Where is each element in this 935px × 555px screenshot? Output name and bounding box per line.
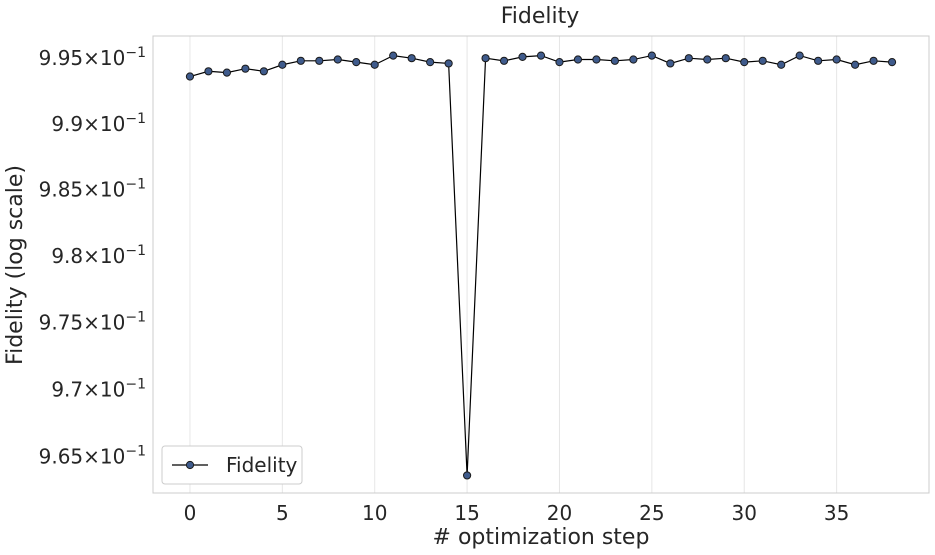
y-tick-label: 9.9×10−1 xyxy=(51,111,146,136)
y-tick-exponent: −1 xyxy=(125,376,146,392)
x-tick-label: 0 xyxy=(184,501,197,525)
y-tick-times: × xyxy=(83,310,100,334)
data-point xyxy=(315,56,324,65)
x-tick-label: 20 xyxy=(547,501,572,525)
y-tick-label: 9.65×10−1 xyxy=(39,444,146,469)
series-fidelity xyxy=(185,51,897,480)
series-line xyxy=(189,54,893,476)
data-point xyxy=(370,60,379,69)
data-point xyxy=(499,56,509,65)
y-tick-exponent: −1 xyxy=(125,243,146,259)
y-tick-mantissa: 9.9 xyxy=(51,112,83,136)
y-tick-times: × xyxy=(83,46,100,70)
y-tick-mantissa: 9.75 xyxy=(39,310,84,334)
data-point xyxy=(444,59,453,68)
data-point xyxy=(426,58,435,67)
data-point xyxy=(278,60,287,69)
y-tick-exponent: −1 xyxy=(125,177,146,193)
grid-lines xyxy=(189,36,838,493)
y-tick-times: × xyxy=(83,445,100,469)
chart-title: Fidelity xyxy=(501,4,580,29)
data-point xyxy=(814,56,823,65)
y-tick-mantissa: 9.85 xyxy=(39,178,84,202)
x-axis-title: # optimization step xyxy=(433,525,650,550)
y-tick-times: × xyxy=(83,112,100,136)
x-tick-label: 15 xyxy=(454,501,479,525)
legend-marker-swatch xyxy=(185,460,195,470)
y-tick-exponent: −1 xyxy=(125,309,146,325)
x-tick-label: 35 xyxy=(824,501,849,525)
data-point xyxy=(518,52,527,62)
y-tick-base: 10 xyxy=(100,445,125,469)
y-tick-label: 9.7×10−1 xyxy=(51,376,146,401)
x-tick-label: 5 xyxy=(276,501,289,525)
data-point xyxy=(869,56,878,65)
x-tick-labels: 0 5 10 15 20 25 30 35 xyxy=(184,501,850,525)
y-tick-label: 9.85×10−1 xyxy=(39,177,146,202)
y-tick-label: 9.8×10−1 xyxy=(51,243,146,268)
data-point xyxy=(647,51,656,60)
y-tick-label: 9.75×10−1 xyxy=(39,309,146,334)
y-tick-times: × xyxy=(83,178,100,202)
legend-box xyxy=(161,445,303,485)
data-point xyxy=(573,55,583,64)
data-point xyxy=(666,59,675,68)
y-tick-labels: 9.65×10−19.7×10−19.75×10−19.8×10−19.85×1… xyxy=(39,45,146,468)
data-point xyxy=(684,54,693,63)
data-point xyxy=(610,56,620,65)
data-point xyxy=(758,56,767,65)
data-point xyxy=(407,54,416,63)
y-tick-base: 10 xyxy=(100,46,125,70)
data-point xyxy=(851,60,860,69)
data-point xyxy=(185,72,195,81)
data-point xyxy=(222,68,231,77)
y-tick-base: 10 xyxy=(100,244,125,268)
y-axis-title: Fidelity (log scale) xyxy=(3,165,28,365)
x-tick-label: 30 xyxy=(732,501,757,525)
data-point xyxy=(259,67,268,76)
data-point xyxy=(795,51,804,60)
y-tick-base: 10 xyxy=(100,377,125,401)
data-point xyxy=(204,67,213,76)
y-tick-label: 9.95×10−1 xyxy=(39,45,146,70)
data-point xyxy=(352,58,361,67)
data-point xyxy=(241,64,250,73)
data-point xyxy=(536,51,546,60)
y-tick-exponent: −1 xyxy=(125,111,146,127)
y-tick-mantissa: 9.7 xyxy=(51,377,83,401)
legend-label: Fidelity xyxy=(226,453,298,477)
y-tick-mantissa: 9.65 xyxy=(39,445,84,469)
x-tick-label: 10 xyxy=(362,501,387,525)
data-point xyxy=(629,55,638,64)
legend: Fidelity xyxy=(161,445,303,485)
y-tick-mantissa: 9.8 xyxy=(51,244,83,268)
y-tick-times: × xyxy=(83,244,100,268)
data-point xyxy=(481,54,490,63)
data-point xyxy=(740,58,749,67)
data-point xyxy=(832,55,841,64)
data-point xyxy=(703,55,712,64)
x-tick-label: 25 xyxy=(639,501,664,525)
data-point xyxy=(555,58,564,67)
y-tick-base: 10 xyxy=(100,310,125,334)
y-tick-exponent: −1 xyxy=(125,444,146,460)
data-point xyxy=(721,54,730,63)
y-tick-base: 10 xyxy=(100,112,125,136)
data-point xyxy=(389,51,398,60)
data-point xyxy=(463,471,472,480)
y-tick-base: 10 xyxy=(100,178,125,202)
data-point xyxy=(887,58,897,67)
y-tick-mantissa: 9.95 xyxy=(39,46,84,70)
data-point xyxy=(296,56,305,65)
plot-area xyxy=(152,35,930,494)
y-tick-exponent: −1 xyxy=(125,45,146,61)
data-point xyxy=(333,55,342,64)
data-point xyxy=(592,55,601,64)
y-tick-times: × xyxy=(83,377,100,401)
data-point xyxy=(777,60,786,69)
